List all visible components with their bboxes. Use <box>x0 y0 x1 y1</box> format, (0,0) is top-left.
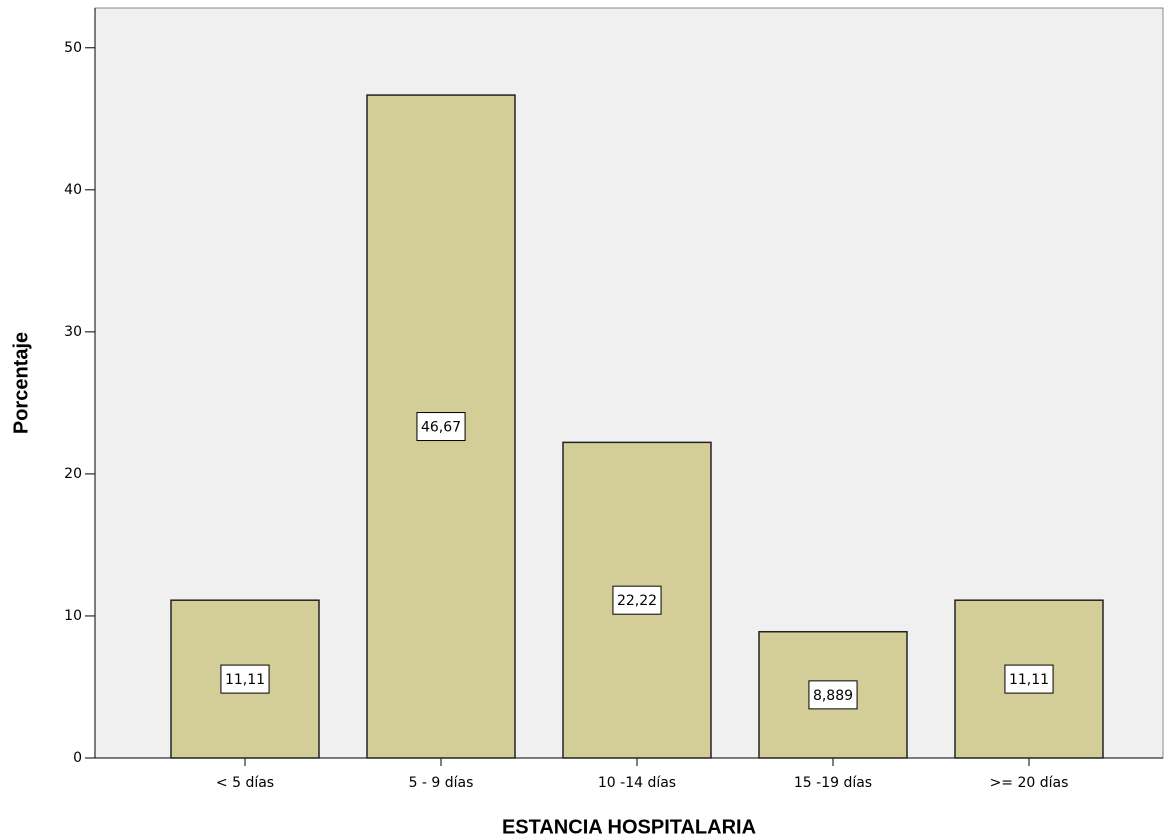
x-tick-label: >= 20 días <box>990 775 1069 791</box>
value-label-box <box>220 664 270 694</box>
value-label-box <box>808 680 858 710</box>
y-tick-label: 40 <box>64 182 82 198</box>
value-label: 22,22 <box>617 593 657 609</box>
y-axis-title: Porcentaje <box>10 332 32 434</box>
x-tick-label: 5 - 9 días <box>409 775 474 791</box>
x-axis-title: ESTANCIA HOSPITALARIA <box>502 816 756 838</box>
y-tick-label: 20 <box>64 466 82 482</box>
y-tick-label: 30 <box>64 324 82 340</box>
x-tick-label: 10 -14 días <box>598 775 676 791</box>
value-label: 46,67 <box>421 420 461 436</box>
y-tick-label: 50 <box>64 40 82 56</box>
value-label: 11,11 <box>225 672 265 688</box>
x-tick-label: < 5 días <box>216 775 274 791</box>
value-label-box <box>416 412 466 442</box>
x-tick-label: 15 -19 días <box>794 775 872 791</box>
y-tick-label: 0 <box>73 750 82 766</box>
value-label: 8,889 <box>813 688 853 704</box>
value-label: 11,11 <box>1009 672 1049 688</box>
y-tick-label: 10 <box>64 608 82 624</box>
value-label-box <box>612 585 662 615</box>
value-label-box <box>1004 664 1054 694</box>
